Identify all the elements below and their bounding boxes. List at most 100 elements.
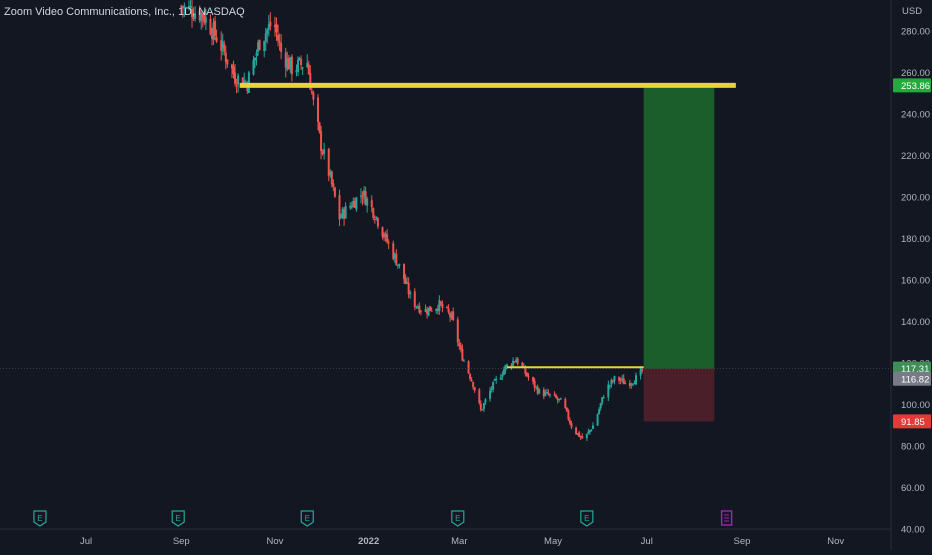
candle-body [343,209,346,219]
x-tick-label: Sep [734,536,751,547]
candle-body [247,72,250,93]
candle-body [323,149,326,154]
candle-body [310,91,313,93]
stop-zone [643,368,715,422]
svg-text:E: E [584,514,589,523]
candle-body [611,380,614,382]
candle-body [220,40,223,51]
candle-body [344,206,347,219]
candle-body [435,308,438,312]
candle-body [578,432,581,437]
x-tick-label: Mar [451,536,467,547]
candle-body [235,85,238,87]
candle-body [553,394,556,396]
candle-body [536,386,539,394]
candle-body [513,361,516,363]
candle-body [590,429,593,431]
candle-body [404,278,407,284]
price-badge: 91.85 [893,414,931,429]
candle-body [212,22,215,40]
candle-body [192,17,195,19]
candle-body [478,389,481,403]
candle-body [610,379,613,385]
candle-body [263,40,266,52]
candle-body [591,425,594,429]
candle-body [542,389,545,397]
candle-body [189,6,192,8]
candle-body [564,399,567,409]
x-tick-label: May [544,536,562,547]
candle-body [533,380,536,388]
candle-body [407,282,410,295]
y-tick-label: 140.00 [901,317,930,328]
svg-text:91.85: 91.85 [901,417,925,428]
candle-body [181,6,184,9]
candle-body [307,64,310,75]
x-tick-label: Nov [267,536,284,547]
candle-body [301,67,304,69]
candle-body [545,391,548,393]
candle-body [384,233,387,237]
candle-body [284,52,287,68]
candle-body [257,42,260,53]
candle-body [426,310,429,314]
candle-body [266,29,269,34]
candle-body [275,24,278,33]
candle-body [353,201,356,208]
candle-body [456,319,459,343]
candle-body [318,122,321,132]
candle-body [398,263,401,266]
candle-body [547,392,550,395]
candle-body [484,399,487,403]
svg-text:E: E [176,514,181,523]
candle-body [461,348,464,361]
candle-body [449,313,452,318]
candle-body [579,436,582,438]
candle-body [596,414,599,426]
candle-body [210,34,213,39]
candle-body [269,21,272,27]
candle-body [340,216,343,219]
candle-body [624,383,627,385]
currency-label: USD [902,6,922,17]
candle-body [237,75,240,85]
candle-body [386,234,389,243]
candle-body [290,56,293,75]
candle-body [183,5,186,9]
candle-body [581,436,584,439]
candle-body [191,8,194,18]
candle-body [232,66,235,75]
candle-body [297,59,300,73]
x-tick-label: Jul [80,536,92,547]
candle-body [501,374,504,377]
candle-body [450,312,453,319]
candle-body [372,208,375,218]
candle-body [473,387,476,391]
candle-body [430,310,433,312]
candle-body [370,200,373,208]
candle-body [381,227,384,237]
candle-body [639,369,642,376]
earnings-icon: E [451,510,465,527]
candle-body [258,40,261,50]
candle-body [403,263,406,280]
candle-body [230,64,233,69]
candle-body [535,386,538,388]
candle-body [570,423,573,428]
candle-body [482,403,485,409]
candle-body [209,18,212,35]
candle-body [395,253,398,266]
candle-body [608,385,611,387]
candle-body [555,395,558,398]
y-tick-label: 160.00 [901,276,930,287]
resistance-level [239,82,736,88]
candle-body [187,5,190,9]
candle-body [306,63,309,68]
candle-body [490,388,493,390]
earnings-icon: E [33,510,47,527]
svg-text:117.31: 117.31 [901,364,929,375]
candle-body [504,365,507,371]
x-tick-label: Jul [641,536,653,547]
